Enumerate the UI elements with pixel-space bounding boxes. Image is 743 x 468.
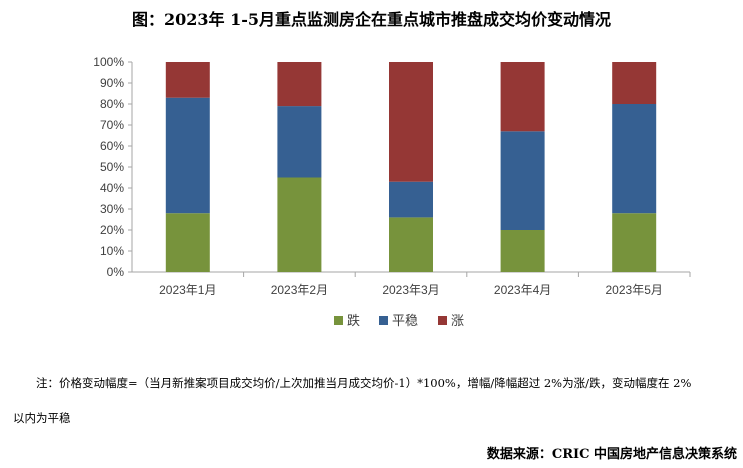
bar-segment [612,62,657,104]
bar-segment [165,213,210,272]
bar-segment [277,106,322,178]
bar-segment [389,217,433,272]
legend-label: 涨 [451,313,464,328]
x-category-label: 2023年2月 [271,283,328,297]
footnote-line-1: 注：价格变动幅度=（当月新推案项目成交均价/上次加推当月成交均价-1）*100%… [36,376,692,390]
x-category-label: 2023年5月 [606,283,663,297]
y-tick-label: 70% [100,118,124,132]
bar-segment [165,62,210,98]
legend-swatch [334,316,343,325]
y-tick-label: 50% [100,160,124,174]
y-tick-label: 40% [100,181,124,195]
x-category-label: 2023年3月 [382,283,439,297]
data-source: 数据来源：CRIC 中国房地产信息决策系统 [486,447,737,462]
legend-label: 平稳 [392,313,418,328]
bar-segment [277,177,322,272]
y-tick-label: 80% [100,97,124,111]
y-tick-label: 60% [100,139,124,153]
bar-segment [389,62,433,182]
bar-segment [165,97,210,214]
bar-segment [500,62,545,132]
bar-segment [277,62,322,107]
bar-segment [612,104,657,214]
y-tick-label: 10% [100,244,124,258]
y-tick-label: 20% [100,223,124,237]
y-tick-label: 100% [93,55,124,69]
y-tick-label: 90% [100,76,124,90]
bar-segment [389,181,433,218]
x-category-label: 2023年4月 [494,283,551,297]
bar-segment [500,131,545,230]
legend-label: 跌 [347,313,360,328]
y-tick-label: 0% [107,265,125,279]
chart-title: 图：2023年 1-5月重点监测房企在重点城市推盘成交均价变动情况 [131,10,611,29]
footnote-line-2: 以内为平稳 [13,411,71,425]
y-tick-label: 30% [100,202,124,216]
bar-segment [612,213,657,272]
legend-swatch [379,316,388,325]
legend-swatch [438,316,447,325]
bar-segment [500,230,545,272]
x-category-label: 2023年1月 [159,283,216,297]
